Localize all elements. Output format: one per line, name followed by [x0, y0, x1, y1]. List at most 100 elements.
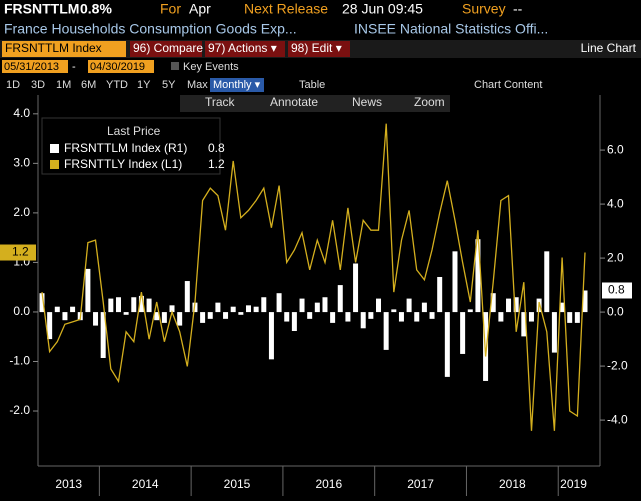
survey-label: Survey [462, 1, 506, 17]
bar [177, 312, 183, 326]
last-value-marker [602, 282, 632, 299]
bar [245, 305, 251, 313]
compare-button[interactable] [130, 41, 202, 57]
end-date-box[interactable] [88, 60, 154, 73]
bar [498, 312, 504, 322]
bar [307, 312, 313, 319]
bar [54, 306, 60, 313]
bar [574, 312, 580, 323]
x-tick-label: 2013 [55, 477, 82, 491]
bar [314, 302, 320, 313]
bar [567, 312, 573, 323]
edit-button[interactable] [288, 41, 350, 57]
actions-button[interactable] [205, 41, 285, 57]
tool-button[interactable]: News [352, 95, 382, 109]
x-tick-label: 2015 [224, 477, 251, 491]
bar [414, 312, 420, 322]
y2-tick-label: 2.0 [607, 250, 624, 264]
bar [376, 298, 382, 313]
frequency-box[interactable] [210, 78, 264, 92]
description: France Households Consumption Goods Exp.… [4, 21, 297, 37]
y-tick-label: 0.0 [13, 304, 30, 318]
bar [123, 312, 129, 315]
table[interactable]: Table [299, 79, 325, 91]
legend-label: FRSNTTLY Index (L1) [64, 157, 182, 171]
bar [490, 293, 496, 313]
tool-button[interactable]: Track [205, 95, 236, 109]
bar [70, 306, 76, 313]
bar [184, 281, 190, 313]
range-button[interactable]: 3D [31, 79, 45, 91]
bar [582, 290, 588, 313]
bar [161, 312, 167, 323]
start-date-box[interactable] [2, 60, 68, 73]
last-value: 0.8% [80, 1, 112, 17]
bar [322, 297, 328, 313]
last-value-label: 0.8 [608, 283, 625, 297]
last-value-marker [0, 244, 36, 261]
bar [200, 312, 206, 323]
tool-button[interactable]: Annotate [270, 95, 318, 109]
bar [391, 309, 397, 313]
bar [230, 306, 236, 313]
release: 28 Jun 09:45 [342, 1, 423, 17]
legend-title: Last Price [107, 124, 161, 138]
key-events-checkbox[interactable] [171, 62, 179, 70]
range-button[interactable]: 1M [56, 79, 71, 91]
bar [513, 297, 519, 313]
y-tick-label: 4.0 [13, 106, 30, 120]
legend-swatch [50, 144, 59, 153]
tool-button[interactable]: Zoom [414, 95, 445, 109]
x-tick-label: 2016 [315, 477, 342, 491]
bar [551, 312, 557, 353]
security-box[interactable] [2, 41, 126, 57]
bar [360, 312, 366, 329]
range-button[interactable]: 6M [81, 79, 96, 91]
period: Apr [189, 1, 211, 17]
bar [169, 305, 175, 313]
bar [215, 302, 221, 313]
bar [437, 276, 443, 313]
bar [299, 298, 305, 313]
bar [207, 312, 213, 319]
end-date: 04/30/2019 [90, 61, 145, 73]
bar [154, 312, 160, 321]
y2-tick-label: -4.0 [607, 412, 628, 426]
bar [353, 263, 359, 313]
y2-tick-label: 0.0 [607, 304, 624, 318]
bar [460, 312, 466, 354]
bar [291, 312, 297, 331]
range-button[interactable]: 1D [6, 79, 20, 91]
start-date: 05/31/2013 [4, 61, 59, 73]
security: FRSNTTLM Index [5, 41, 102, 55]
y2-tick-label: 6.0 [607, 142, 624, 156]
bar [467, 309, 473, 313]
y2-tick-label: 4.0 [607, 196, 624, 210]
range-button[interactable]: 1Y [137, 79, 151, 91]
bar [261, 297, 267, 313]
bar [138, 295, 144, 313]
last-value-label: 1.2 [12, 245, 29, 259]
bar [146, 298, 152, 313]
range-button[interactable]: Max [187, 79, 208, 91]
release-label: Next Release [244, 1, 328, 17]
date-sep: - [72, 61, 76, 73]
bar [223, 312, 229, 319]
line [41, 123, 586, 431]
range-button[interactable]: 5Y [162, 79, 176, 91]
bar [398, 312, 404, 322]
bar [276, 293, 282, 313]
bar [284, 312, 290, 322]
frequency: Monthly ▾ [213, 79, 261, 91]
ticker: FRSNTTLM [4, 1, 79, 17]
edit: 98) Edit ▾ [291, 41, 342, 55]
chart-content[interactable]: Chart Content [474, 79, 542, 91]
legend-swatch [50, 160, 59, 169]
source: INSEE National Statistics Offi... [354, 21, 548, 37]
period-label: For [160, 1, 181, 17]
bar [337, 285, 343, 313]
range-button[interactable]: YTD [106, 79, 128, 91]
x-tick-label: 2018 [499, 477, 526, 491]
bar [444, 312, 450, 377]
y-tick-label: -1.0 [9, 354, 30, 368]
